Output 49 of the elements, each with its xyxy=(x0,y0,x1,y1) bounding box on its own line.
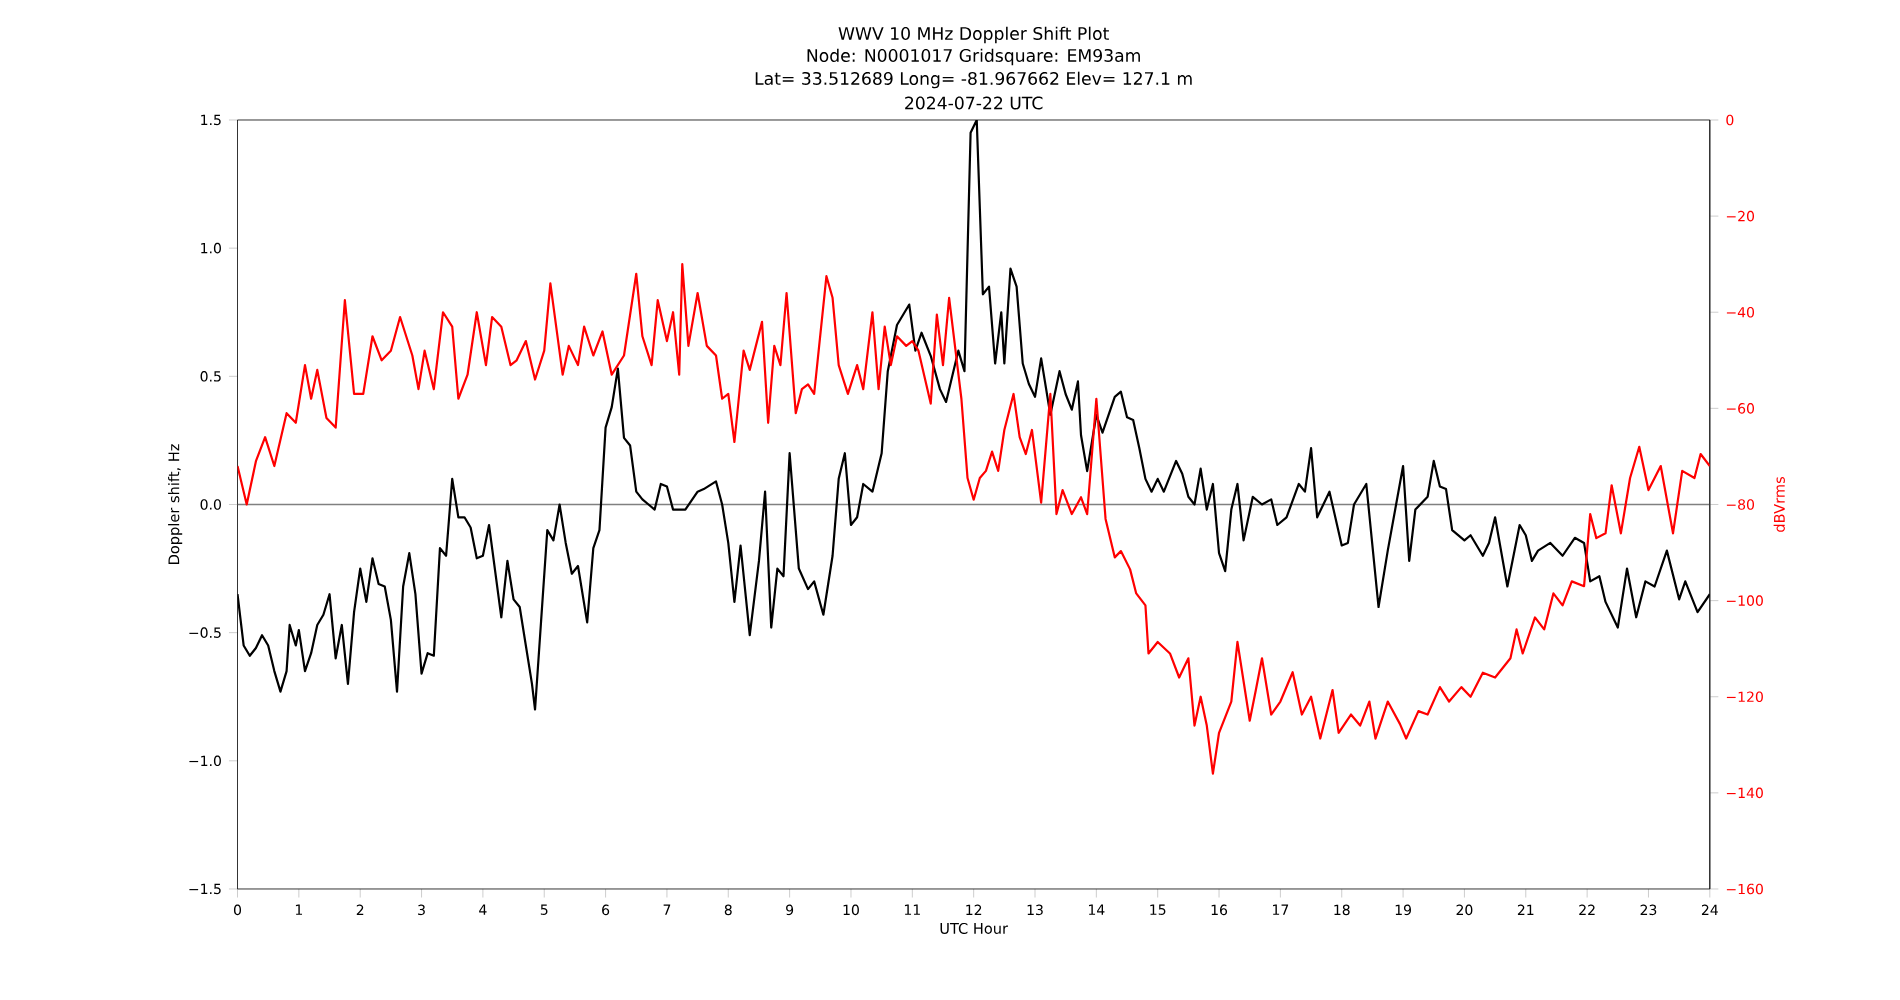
y-tick-label: 0.0 xyxy=(200,499,221,510)
text: 2024-07-22 UTC xyxy=(905,96,1043,110)
y-tick-label: −0.5 xyxy=(189,627,221,638)
y2-axis-title: dBVrms xyxy=(1773,476,1785,532)
x-tick-label: 11 xyxy=(904,904,920,915)
x-tick-label: 4 xyxy=(479,904,487,915)
x-tick-label: 19 xyxy=(1395,904,1411,916)
y2-tick-label: −20 xyxy=(1726,210,1755,222)
y-tick-label: 0.5 xyxy=(200,371,221,382)
x-tick-label: 21 xyxy=(1517,904,1534,915)
x-tick-label: 15 xyxy=(1150,904,1166,915)
x-tick-label: 7 xyxy=(663,904,671,915)
x-tick-label: 3 xyxy=(418,904,425,916)
y2-tick-label: −40 xyxy=(1726,306,1755,318)
x-tick-label: 8 xyxy=(724,904,732,916)
x-tick-label: 16 xyxy=(1211,904,1228,916)
x-axis-title: UTC Hour xyxy=(940,922,1009,934)
y2-tick-label: −60 xyxy=(1726,403,1755,414)
y2-tick-label: −160 xyxy=(1726,883,1763,895)
y-tick-label: −1.0 xyxy=(189,755,221,767)
y2-tick-label: −120 xyxy=(1726,691,1763,703)
y2-tick-label: −80 xyxy=(1726,499,1755,510)
x-tick-label: 13 xyxy=(1027,904,1043,916)
chart-subtitle: Node: N0001017 Gridsquare: EM93am xyxy=(807,48,1140,66)
y-axis-title: Doppler shift, Hz xyxy=(168,444,183,564)
y2-tick-label: −140 xyxy=(1726,787,1763,799)
x-tick-label: 23 xyxy=(1640,904,1657,916)
x-tick-label: 10 xyxy=(843,904,859,916)
x-tick-label: 6 xyxy=(602,904,610,916)
x-tick-label: 24 xyxy=(1701,904,1718,915)
y2-tick-label: 0 xyxy=(1726,114,1734,126)
y-tick-label: 1.0 xyxy=(201,242,221,254)
y-tick-label: 1.5 xyxy=(201,114,221,126)
x-tick-label: 17 xyxy=(1273,904,1289,915)
y-tick-label: −1.5 xyxy=(189,883,221,895)
text: Lat= 33.512689 Long= -81.967662 Elev= 127.1 m xyxy=(755,71,1192,89)
x-tick-label: 20 xyxy=(1456,904,1473,916)
x-tick-label: 5 xyxy=(540,904,548,915)
x-tick-label: 18 xyxy=(1334,904,1350,916)
y2-tick-label: −100 xyxy=(1726,595,1763,606)
x-tick-label: 14 xyxy=(1088,904,1105,915)
chart-title: WWV 10 MHz Doppler Shift Plot xyxy=(838,26,1109,44)
line-series xyxy=(237,263,1710,775)
x-tick-label: 1 xyxy=(295,904,303,915)
x-tick-label: 22 xyxy=(1579,904,1595,915)
x-tick-label: 2 xyxy=(356,904,364,915)
x-tick-label: 12 xyxy=(966,904,982,915)
x-tick-label: 9 xyxy=(786,904,794,916)
x-tick-label: 0 xyxy=(233,904,242,916)
